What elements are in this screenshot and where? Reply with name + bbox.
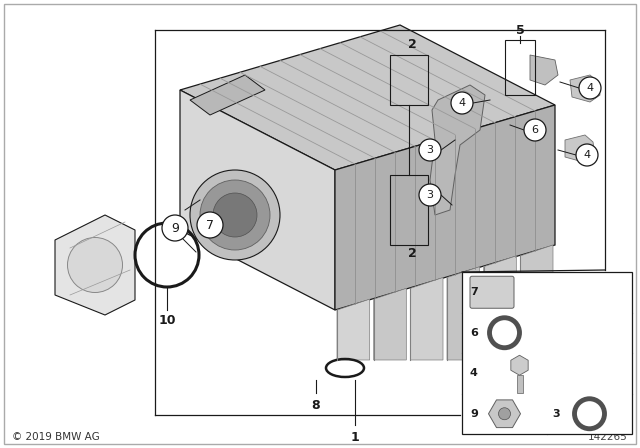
Bar [390, 175, 428, 245]
Polygon shape [520, 245, 553, 360]
Polygon shape [570, 75, 600, 102]
Text: 9: 9 [171, 221, 179, 234]
Text: 4: 4 [586, 83, 593, 93]
Circle shape [200, 180, 270, 250]
Polygon shape [530, 55, 558, 85]
Text: 2: 2 [408, 38, 417, 51]
Bar [505, 40, 535, 95]
Bar [390, 55, 428, 105]
FancyBboxPatch shape [470, 276, 514, 308]
Polygon shape [190, 75, 265, 115]
Polygon shape [410, 277, 443, 360]
Polygon shape [484, 256, 516, 360]
Text: 3: 3 [426, 145, 433, 155]
Text: 5: 5 [516, 23, 524, 36]
Circle shape [579, 77, 601, 99]
Circle shape [524, 119, 546, 141]
Circle shape [499, 408, 511, 420]
Polygon shape [55, 215, 135, 315]
Text: 2: 2 [408, 246, 417, 259]
Polygon shape [180, 90, 335, 310]
Polygon shape [335, 105, 555, 310]
Text: 9: 9 [470, 409, 478, 419]
Circle shape [190, 170, 280, 260]
Polygon shape [337, 299, 370, 360]
Text: 6: 6 [531, 125, 538, 135]
Text: 3: 3 [552, 409, 559, 419]
Text: © 2019 BMW AG: © 2019 BMW AG [12, 432, 100, 442]
Text: 4: 4 [458, 98, 465, 108]
Polygon shape [447, 267, 479, 360]
Circle shape [419, 184, 441, 206]
Text: 3: 3 [426, 190, 433, 200]
Circle shape [451, 92, 473, 114]
Polygon shape [180, 25, 555, 170]
Text: 7: 7 [470, 287, 477, 297]
Text: 4: 4 [470, 368, 478, 378]
Bar [462, 272, 632, 434]
Text: 4: 4 [584, 150, 591, 160]
Circle shape [162, 215, 188, 241]
Text: 142265: 142265 [588, 432, 628, 442]
Polygon shape [430, 85, 485, 215]
Text: 6: 6 [470, 328, 478, 338]
Bar [516, 375, 522, 393]
Text: 1: 1 [351, 431, 360, 444]
Text: 8: 8 [312, 399, 320, 412]
Polygon shape [565, 135, 595, 162]
Circle shape [213, 193, 257, 237]
Circle shape [419, 139, 441, 161]
Polygon shape [374, 289, 406, 360]
Ellipse shape [67, 237, 122, 293]
Circle shape [197, 212, 223, 238]
Text: 7: 7 [206, 219, 214, 232]
Text: 10: 10 [158, 314, 176, 327]
Circle shape [576, 144, 598, 166]
